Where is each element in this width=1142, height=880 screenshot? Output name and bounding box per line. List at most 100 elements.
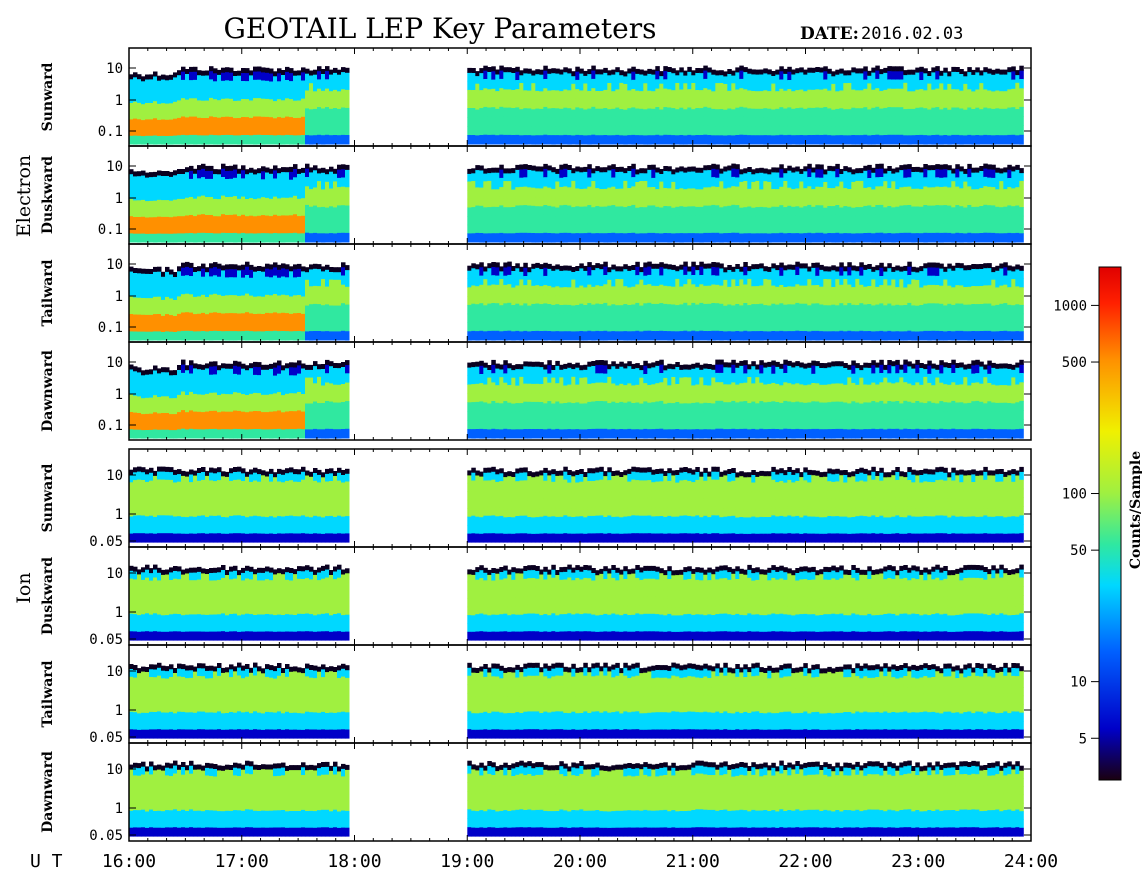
- heatmap-cell: [891, 134, 896, 145]
- heatmap-cell: [683, 274, 688, 285]
- heatmap-cell: [519, 270, 524, 280]
- heatmap-cell: [843, 206, 848, 216]
- heatmap-cell: [795, 265, 800, 276]
- heatmap-cell: [831, 109, 836, 119]
- heatmap-cell: [611, 277, 616, 287]
- heatmap-cell: [727, 178, 732, 189]
- heatmap-cell: [575, 125, 580, 136]
- heatmap-cell: [563, 322, 568, 332]
- heatmap-edge-cell: [903, 164, 908, 170]
- heatmap-cell: [763, 331, 768, 341]
- heatmap-cell: [771, 75, 776, 85]
- heatmap-cell: [787, 134, 792, 145]
- heatmap-cell: [209, 312, 214, 323]
- heatmap-cell: [731, 100, 736, 110]
- heatmap-cell: [277, 277, 282, 288]
- heatmap-cell: [237, 100, 242, 110]
- heatmap-cell: [699, 108, 704, 118]
- heatmap-cell: [551, 269, 556, 280]
- heatmap-cell: [217, 233, 222, 243]
- heatmap-cell: [129, 233, 134, 243]
- heatmap-cell: [619, 287, 624, 297]
- heatmap-cell: [707, 276, 712, 287]
- heatmap-edge-cell: [651, 164, 656, 170]
- heatmap-edge-cell: [559, 164, 564, 170]
- heatmap-cell: [775, 171, 780, 181]
- heatmap-cell: [903, 177, 908, 188]
- heatmap-cell: [639, 224, 644, 234]
- heatmap-cell: [345, 223, 350, 234]
- heatmap-cell: [595, 321, 600, 332]
- heatmap-cell: [587, 312, 592, 322]
- heatmap-cell: [583, 233, 588, 243]
- heatmap-cell: [555, 331, 560, 341]
- heatmap-cell: [951, 216, 956, 226]
- heatmap-cell: [787, 169, 792, 180]
- heatmap-cell: [603, 117, 608, 127]
- heatmap-cell: [627, 81, 632, 91]
- heatmap-cell: [153, 233, 158, 243]
- heatmap-cell: [205, 322, 210, 332]
- heatmap-cell: [479, 214, 484, 225]
- heatmap-cell: [855, 117, 860, 127]
- heatmap-cell: [907, 186, 912, 197]
- heatmap-cell: [141, 120, 146, 129]
- heatmap-cell: [975, 98, 980, 109]
- heatmap-cell: [1003, 224, 1008, 234]
- heatmap-cell: [803, 224, 808, 234]
- heatmap-cell: [995, 99, 1000, 109]
- heatmap-cell: [723, 84, 728, 94]
- heatmap-cell: [587, 117, 592, 127]
- heatmap-cell: [241, 232, 246, 243]
- heatmap-cell: [555, 198, 560, 208]
- heatmap-cell: [579, 267, 584, 277]
- heatmap-cell: [333, 135, 338, 145]
- heatmap-cell: [157, 127, 162, 137]
- heatmap-cell: [691, 126, 696, 136]
- heatmap-cell: [627, 206, 632, 216]
- heatmap-cell: [1019, 125, 1024, 136]
- heatmap-cell: [313, 267, 318, 278]
- heatmap-cell: [213, 190, 218, 200]
- heatmap-cell: [337, 108, 342, 119]
- heatmap-cell: [623, 215, 628, 225]
- heatmap-cell: [759, 82, 764, 92]
- heatmap-cell: [611, 286, 616, 296]
- heatmap-cell: [867, 100, 872, 110]
- heatmap-cell: [623, 198, 628, 208]
- heatmap-cell: [791, 331, 796, 341]
- heatmap-cell: [675, 171, 680, 181]
- heatmap-cell: [975, 180, 980, 190]
- heatmap-cell: [333, 181, 338, 191]
- heatmap-cell: [559, 278, 564, 288]
- heatmap-cell: [607, 83, 612, 93]
- heatmap-cell: [559, 177, 564, 188]
- heatmap-edge-cell: [651, 263, 656, 269]
- heatmap-cell: [241, 169, 246, 179]
- heatmap-cell: [787, 70, 792, 81]
- heatmap-cell: [507, 284, 512, 294]
- heatmap-edge-cell: [811, 167, 816, 173]
- heatmap-cell: [185, 135, 190, 145]
- heatmap-cell: [149, 233, 154, 243]
- heatmap-cell: [471, 189, 476, 199]
- heatmap-cell: [679, 313, 684, 323]
- heatmap-cell: [337, 297, 342, 307]
- heatmap-cell: [635, 321, 640, 332]
- heatmap-cell: [579, 215, 584, 225]
- heatmap-cell: [827, 90, 832, 100]
- heatmap-cell: [313, 331, 318, 341]
- heatmap-cell: [803, 215, 808, 225]
- heatmap-cell: [177, 198, 182, 208]
- heatmap-cell: [807, 107, 812, 118]
- heatmap-cell: [779, 205, 784, 215]
- heatmap-cell: [321, 99, 326, 110]
- heatmap-cell: [599, 304, 604, 314]
- heatmap-edge-cell: [293, 70, 298, 76]
- heatmap-edge-cell: [173, 272, 178, 277]
- heatmap-cell: [603, 275, 608, 285]
- heatmap-cell: [831, 233, 836, 243]
- heatmap-cell: [623, 101, 628, 111]
- heatmap-edge-cell: [559, 69, 564, 75]
- heatmap-edge-cell: [313, 165, 318, 171]
